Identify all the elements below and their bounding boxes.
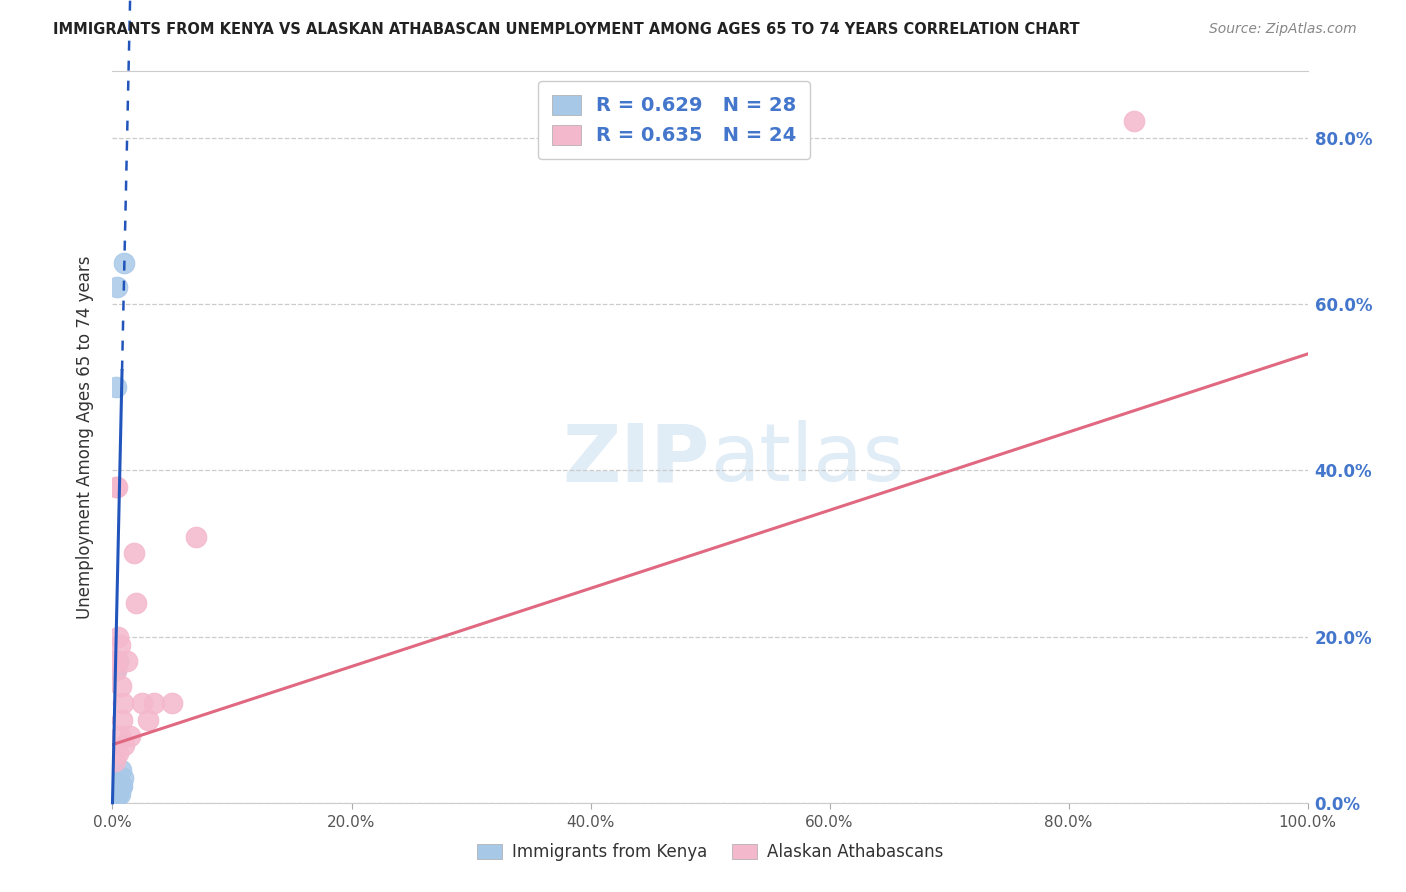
- Point: [105, 280, 128, 294]
- Point: [110, 763, 132, 777]
- Point: [105, 788, 128, 802]
- Point: [108, 729, 131, 743]
- Point: [103, 791, 125, 805]
- Point: [105, 779, 128, 793]
- Point: [105, 480, 128, 494]
- Point: [112, 771, 135, 785]
- Point: [105, 788, 128, 802]
- Point: [108, 779, 131, 793]
- Point: [114, 255, 135, 269]
- Point: [104, 754, 127, 768]
- Point: [105, 779, 128, 793]
- Point: [108, 638, 131, 652]
- Text: ZIP: ZIP: [562, 420, 710, 498]
- Point: [105, 480, 128, 494]
- Point: [115, 655, 138, 669]
- Point: [125, 596, 148, 610]
- Y-axis label: Unemployment Among Ages 65 to 74 years: Unemployment Among Ages 65 to 74 years: [76, 255, 94, 619]
- Point: [107, 746, 129, 760]
- Point: [103, 779, 125, 793]
- Point: [105, 655, 128, 669]
- Point: [103, 788, 125, 802]
- Point: [111, 713, 134, 727]
- Point: [104, 791, 127, 805]
- Point: [103, 789, 125, 804]
- Point: [120, 729, 142, 743]
- Point: [143, 696, 166, 710]
- Point: [162, 696, 183, 710]
- Point: [131, 696, 153, 710]
- Text: Source: ZipAtlas.com: Source: ZipAtlas.com: [1209, 22, 1357, 37]
- Text: IMMIGRANTS FROM KENYA VS ALASKAN ATHABASCAN UNEMPLOYMENT AMONG AGES 65 TO 74 YEA: IMMIGRANTS FROM KENYA VS ALASKAN ATHABAS…: [53, 22, 1080, 37]
- Point: [107, 779, 129, 793]
- Point: [114, 738, 135, 752]
- Point: [112, 696, 135, 710]
- Point: [110, 779, 132, 793]
- Legend: Immigrants from Kenya, Alaskan Athabascans: Immigrants from Kenya, Alaskan Athabasca…: [470, 837, 950, 868]
- Point: [108, 788, 131, 802]
- Point: [103, 783, 125, 797]
- Point: [107, 788, 129, 802]
- Point: [111, 779, 134, 793]
- Point: [104, 779, 127, 793]
- Point: [105, 663, 128, 677]
- Point: [104, 783, 127, 797]
- Point: [105, 791, 128, 805]
- Point: [138, 713, 160, 727]
- Point: [122, 546, 145, 560]
- Point: [107, 630, 129, 644]
- Point: [104, 788, 127, 802]
- Point: [107, 655, 129, 669]
- Point: [105, 380, 128, 394]
- Point: [110, 680, 132, 694]
- Point: [103, 655, 125, 669]
- Point: [104, 775, 127, 789]
- Point: [1123, 114, 1146, 128]
- Text: atlas: atlas: [710, 420, 904, 498]
- Point: [186, 530, 208, 544]
- Point: [105, 663, 128, 677]
